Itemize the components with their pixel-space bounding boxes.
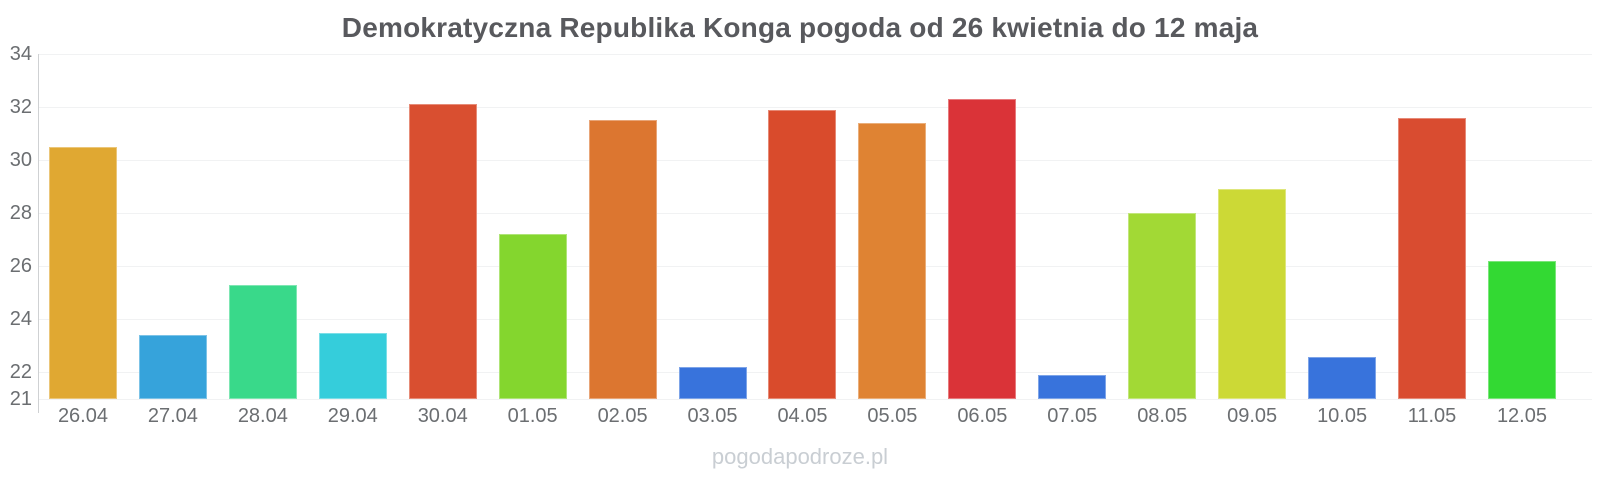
x-tick-label: 04.05 [777, 405, 828, 427]
bar-01.05[interactable] [498, 234, 567, 399]
bar-cell [1477, 54, 1567, 399]
bar-cell [308, 54, 398, 399]
watermark: pogodapodroze.pl [711, 444, 889, 469]
bar-cell [1027, 54, 1117, 399]
x-tick-label: 01.05 [507, 405, 558, 427]
y-tick-label: 32 [9, 96, 32, 119]
bar-29.04[interactable] [318, 332, 387, 399]
bar-11.05[interactable] [1398, 117, 1467, 399]
x-tick-label: 05.05 [867, 405, 918, 427]
y-tick-label: 22 [9, 361, 32, 384]
bar-cell [1117, 54, 1207, 399]
gridline [38, 54, 1592, 55]
y-tick-label: 24 [9, 308, 32, 331]
y-axis-line [38, 54, 39, 413]
bar-04.05[interactable] [768, 109, 837, 399]
x-tick-label: 12.05 [1496, 405, 1547, 427]
x-tick-label: 29.04 [327, 405, 378, 427]
y-axis-labels: 21 22 24 26 28 30 32 34 [0, 44, 32, 409]
x-tick-label: 02.05 [597, 405, 648, 427]
x-tick-label: 03.05 [687, 405, 738, 427]
x-tick-label: 08.05 [1137, 405, 1188, 427]
bar-28.04[interactable] [228, 284, 297, 399]
bar-cell [1207, 54, 1297, 399]
gridline [38, 107, 1592, 109]
bar-cell [758, 54, 848, 399]
y-tick-label: 34 [9, 43, 32, 65]
y-tick-label: 26 [9, 255, 32, 278]
bar-30.04[interactable] [408, 104, 477, 399]
bar-07.05[interactable] [1038, 375, 1107, 399]
bar-06.05[interactable] [948, 99, 1017, 399]
plot-area [38, 54, 1592, 400]
x-tick-label: 09.05 [1227, 405, 1278, 427]
bar-12.05[interactable] [1487, 261, 1556, 399]
x-tick-label: 27.04 [147, 405, 198, 427]
y-tick-label: 28 [9, 202, 32, 225]
chart-title: Demokratyczna Republika Konga pogoda od … [341, 12, 1259, 43]
gridline [38, 399, 1592, 400]
x-tick-label: 06.05 [957, 405, 1008, 427]
bar-cell [1387, 54, 1477, 399]
y-tick-label: 21 [9, 388, 32, 410]
x-axis-labels: 26.04 27.04 28.04 29.04 30.04 01.05 02.05 03.05… [38, 404, 1567, 428]
bars-container [38, 54, 1567, 399]
bar-05.05[interactable] [858, 123, 927, 399]
x-tick-label: 30.04 [417, 405, 468, 427]
bar-cell [128, 54, 218, 399]
bar-cell [847, 54, 937, 399]
x-tick-label: 28.04 [237, 405, 288, 427]
bar-cell [218, 54, 308, 399]
bar-03.05[interactable] [678, 367, 747, 399]
bar-09.05[interactable] [1218, 189, 1287, 399]
bar-27.04[interactable] [138, 335, 207, 399]
y-tick-label: 30 [9, 149, 32, 172]
bar-cell [937, 54, 1027, 399]
bar-02.05[interactable] [588, 120, 657, 399]
bar-cell [578, 54, 668, 399]
bar-cell [668, 54, 758, 399]
bar-cell [1297, 54, 1387, 399]
bar-cell [398, 54, 488, 399]
bar-cell [488, 54, 578, 399]
bar-10.05[interactable] [1308, 356, 1377, 399]
bar-cell [38, 54, 128, 399]
bar-26.04[interactable] [48, 146, 117, 399]
x-tick-label: 07.05 [1047, 405, 1098, 427]
bar-08.05[interactable] [1128, 213, 1197, 399]
x-tick-label: 11.05 [1407, 405, 1457, 427]
x-tick-label: 26.04 [57, 405, 108, 427]
x-tick-label: 10.05 [1317, 405, 1368, 427]
